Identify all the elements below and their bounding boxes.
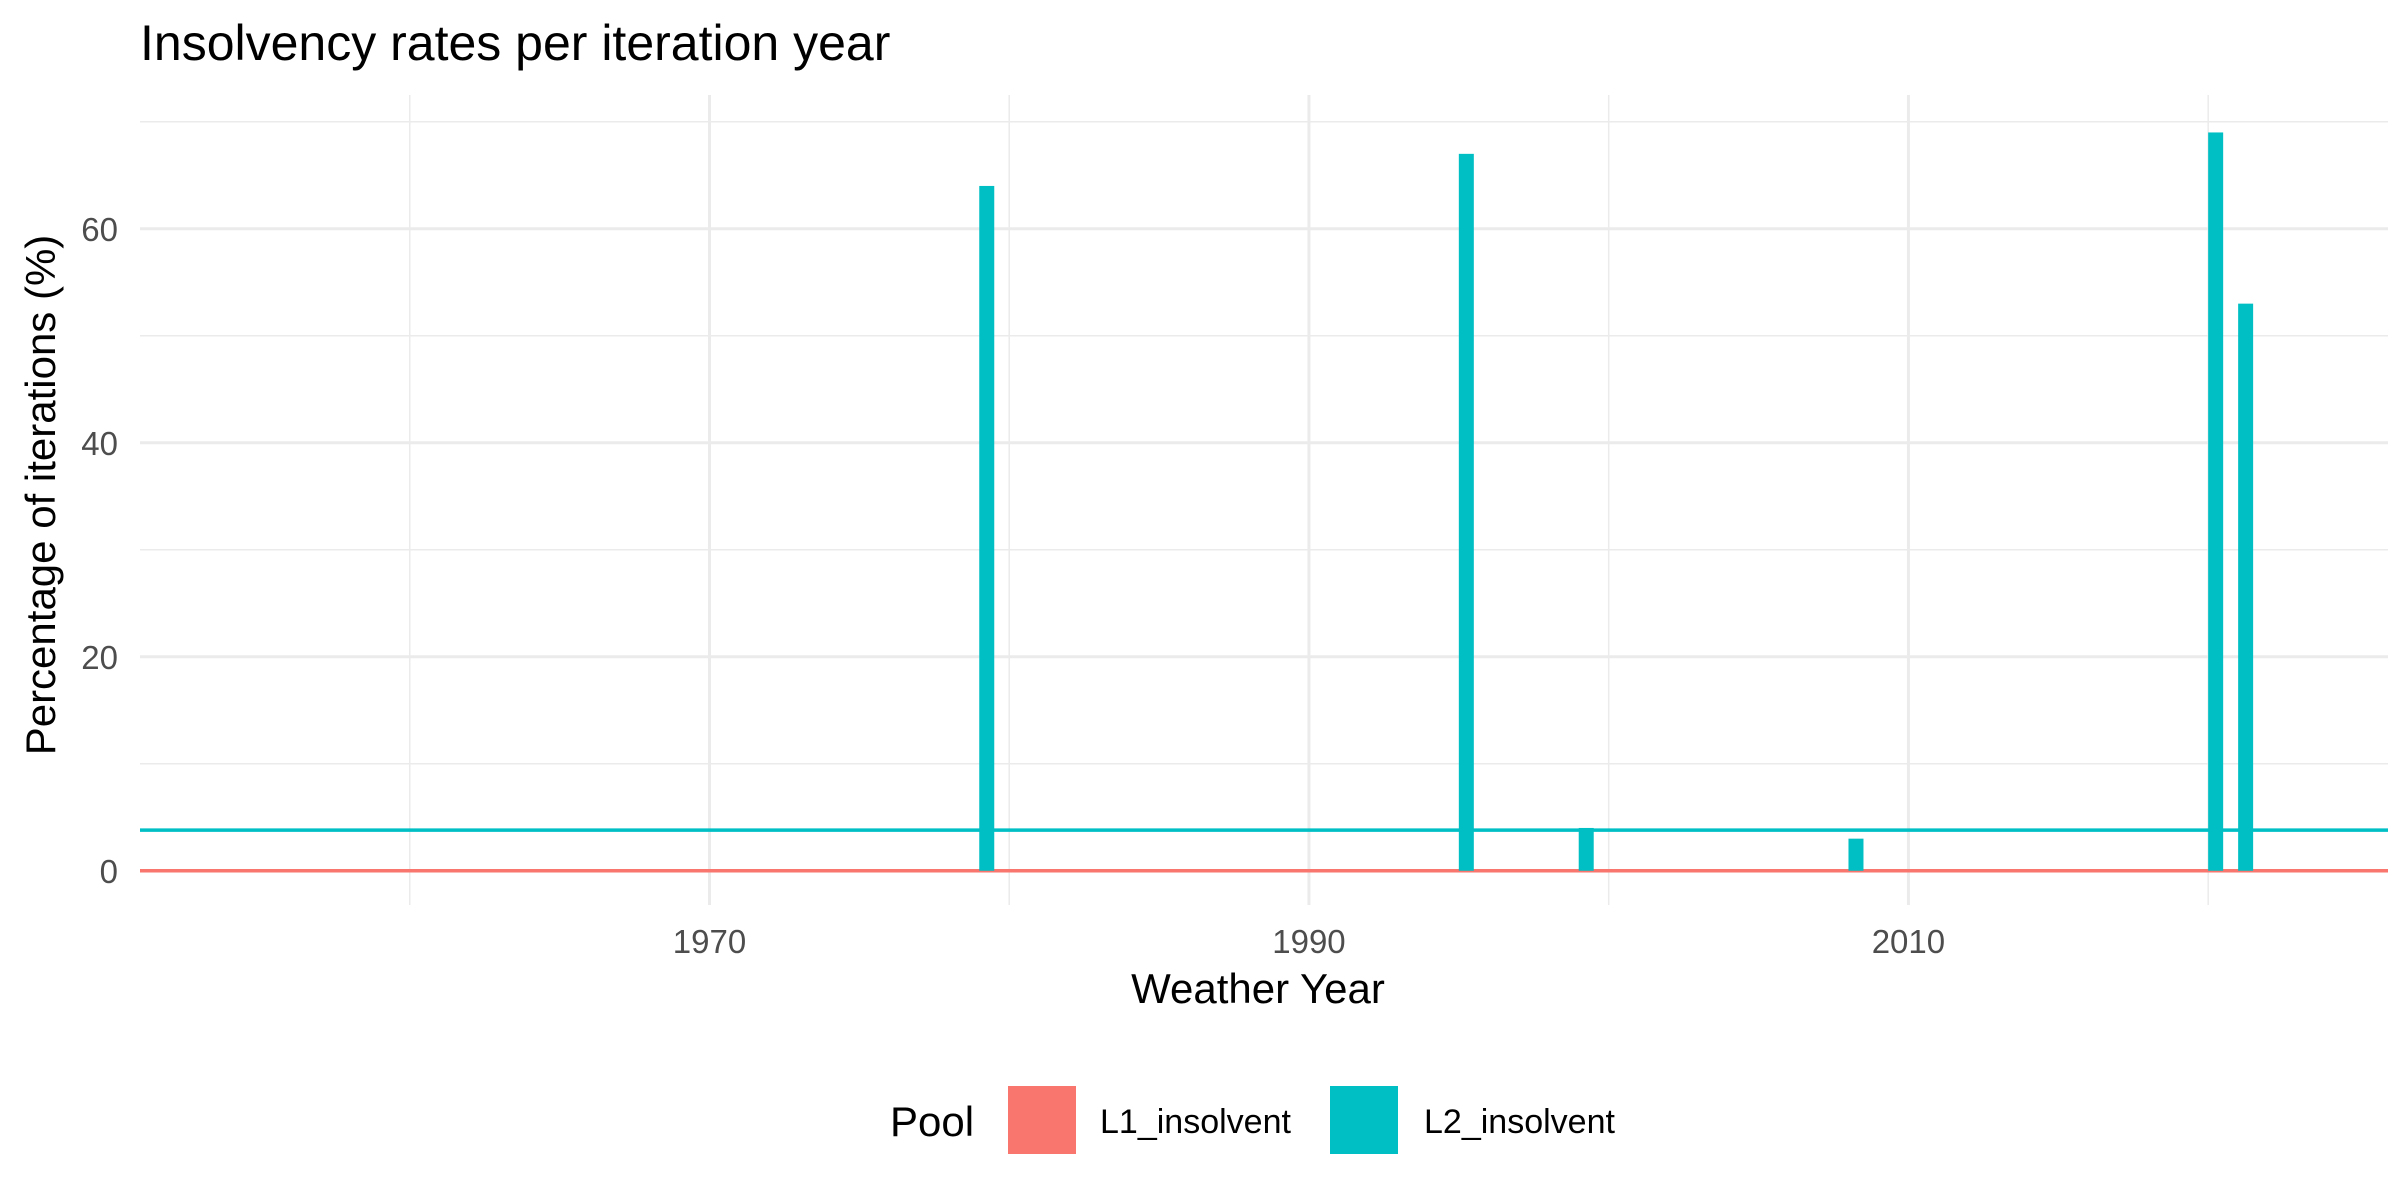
- x-tick-label: 2010: [1872, 923, 1945, 960]
- legend-swatch-l1: [1008, 1086, 1076, 1154]
- bar-L2_insolvent-2020: [2208, 132, 2224, 871]
- legend: Pool L1_insolvent L2_insolvent: [890, 1086, 1615, 1154]
- y-tick-label: 20: [81, 639, 118, 676]
- chart-title: Insolvency rates per iteration year: [140, 15, 890, 71]
- legend-title: Pool: [890, 1098, 974, 1145]
- bar-L2_insolvent-1979: [979, 185, 995, 871]
- bar-L2_insolvent-1995: [1458, 153, 1474, 871]
- y-axis-label: Percentage of iterations (%): [17, 235, 64, 756]
- legend-label-l1: L1_insolvent: [1100, 1103, 1291, 1141]
- bars: [979, 132, 2254, 871]
- y-tick-label: 60: [81, 211, 118, 248]
- bar-L2_insolvent-2008: [1848, 838, 1864, 871]
- grid-major: [140, 95, 2388, 905]
- bar-L2_insolvent-2021: [2238, 303, 2254, 871]
- x-tick-label: 1990: [1272, 923, 1345, 960]
- y-tick-label: 40: [81, 425, 118, 462]
- legend-label-l2: L2_insolvent: [1424, 1103, 1615, 1141]
- y-axis-ticks: 0 20 40 60: [81, 211, 118, 890]
- x-axis-ticks: 1970 1990 2010: [673, 923, 1945, 960]
- x-axis-label: Weather Year: [1131, 965, 1385, 1012]
- x-tick-label: 1970: [673, 923, 746, 960]
- grid-minor: [140, 95, 2388, 905]
- legend-swatch-l2: [1330, 1086, 1398, 1154]
- bar-L2_insolvent-1999: [1578, 827, 1594, 871]
- y-tick-label: 0: [100, 853, 118, 890]
- mean-lines: [140, 828, 2388, 873]
